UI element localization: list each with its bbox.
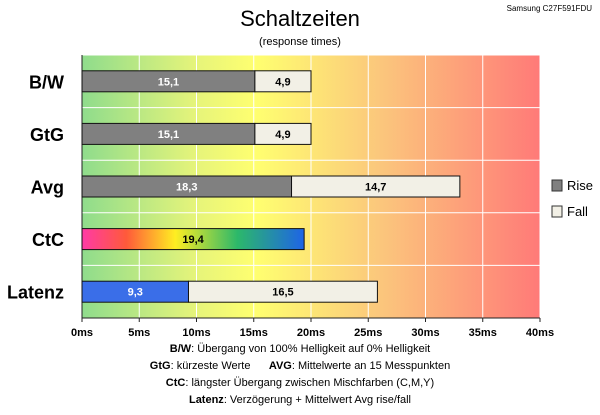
bar-label-rise: 9,3 [128,287,143,299]
category-label: B/W [29,72,64,92]
bar-label-rise: 15,1 [158,76,179,88]
x-tick-label: 15ms [240,327,268,339]
footnote-key: B/W [169,343,192,355]
legend-label: Fall [567,204,588,219]
legend-label: Rise [567,178,593,193]
bar-label-rise: 18,3 [176,182,197,194]
category-label: CtC [32,230,64,250]
x-tick-label: 25ms [354,327,382,339]
footnote-text: : Übergang von 100% Helligkeit auf 0% He… [191,343,431,355]
footnote-key: Latenz [188,394,224,406]
category-label: GtG [30,125,64,145]
footnote-line: GtG: kürzeste Werte AVG: Mittelwerte an … [0,360,600,372]
bar-label-rise: 15,1 [158,129,179,141]
footnote-line: Latenz: Verzögerung + Mittelwert Avg ris… [0,394,600,406]
x-tick-label: 10ms [182,327,210,339]
x-tick-label: 0ms [71,327,93,339]
category-label: Avg [31,178,64,198]
chart-title: Schaltzeiten [240,6,360,31]
bar-label-fall: 4,9 [275,76,290,88]
monitor-model: Samsung C27F591FDU [506,4,592,13]
footnote-key: AVG [268,360,292,372]
x-tick-label: 5ms [128,327,150,339]
footnote-line: B/W: Übergang von 100% Helligkeit auf 0%… [0,343,600,355]
x-tick-label: 20ms [297,327,325,339]
bar-rise [81,228,305,251]
footnote-text: : Mittelwerte an 15 Messpunkten [291,360,451,372]
footnote-key: GtG [149,360,171,372]
bar-label-rise: 19,4 [182,234,204,246]
bar-label-fall: 14,7 [365,182,386,194]
bar-fall [291,175,461,198]
footnote-text: : Verzögerung + Mittelwert Avg rise/fall [223,394,412,406]
legend-swatch [551,179,563,192]
footnote-text: : längster Übergang zwischen Mischfarben… [185,377,435,389]
bar-label-fall: 16,5 [272,287,293,299]
bar-label-fall: 4,9 [275,129,290,141]
chart-subtitle: (response times) [259,36,341,48]
footnote-line: CtC: längster Übergang zwischen Mischfar… [0,377,600,389]
bar-fall [254,70,312,93]
bar-fall [187,280,378,303]
x-tick-label: 35ms [469,327,497,339]
x-tick-label: 40ms [526,327,554,339]
x-tick-label: 30ms [411,327,439,339]
category-label: Latenz [7,283,64,303]
footnote-key: CtC [165,377,186,389]
legend-swatch [551,205,563,218]
bar-fall [254,122,312,145]
footnote-text: : kürzeste Werte [170,360,251,372]
